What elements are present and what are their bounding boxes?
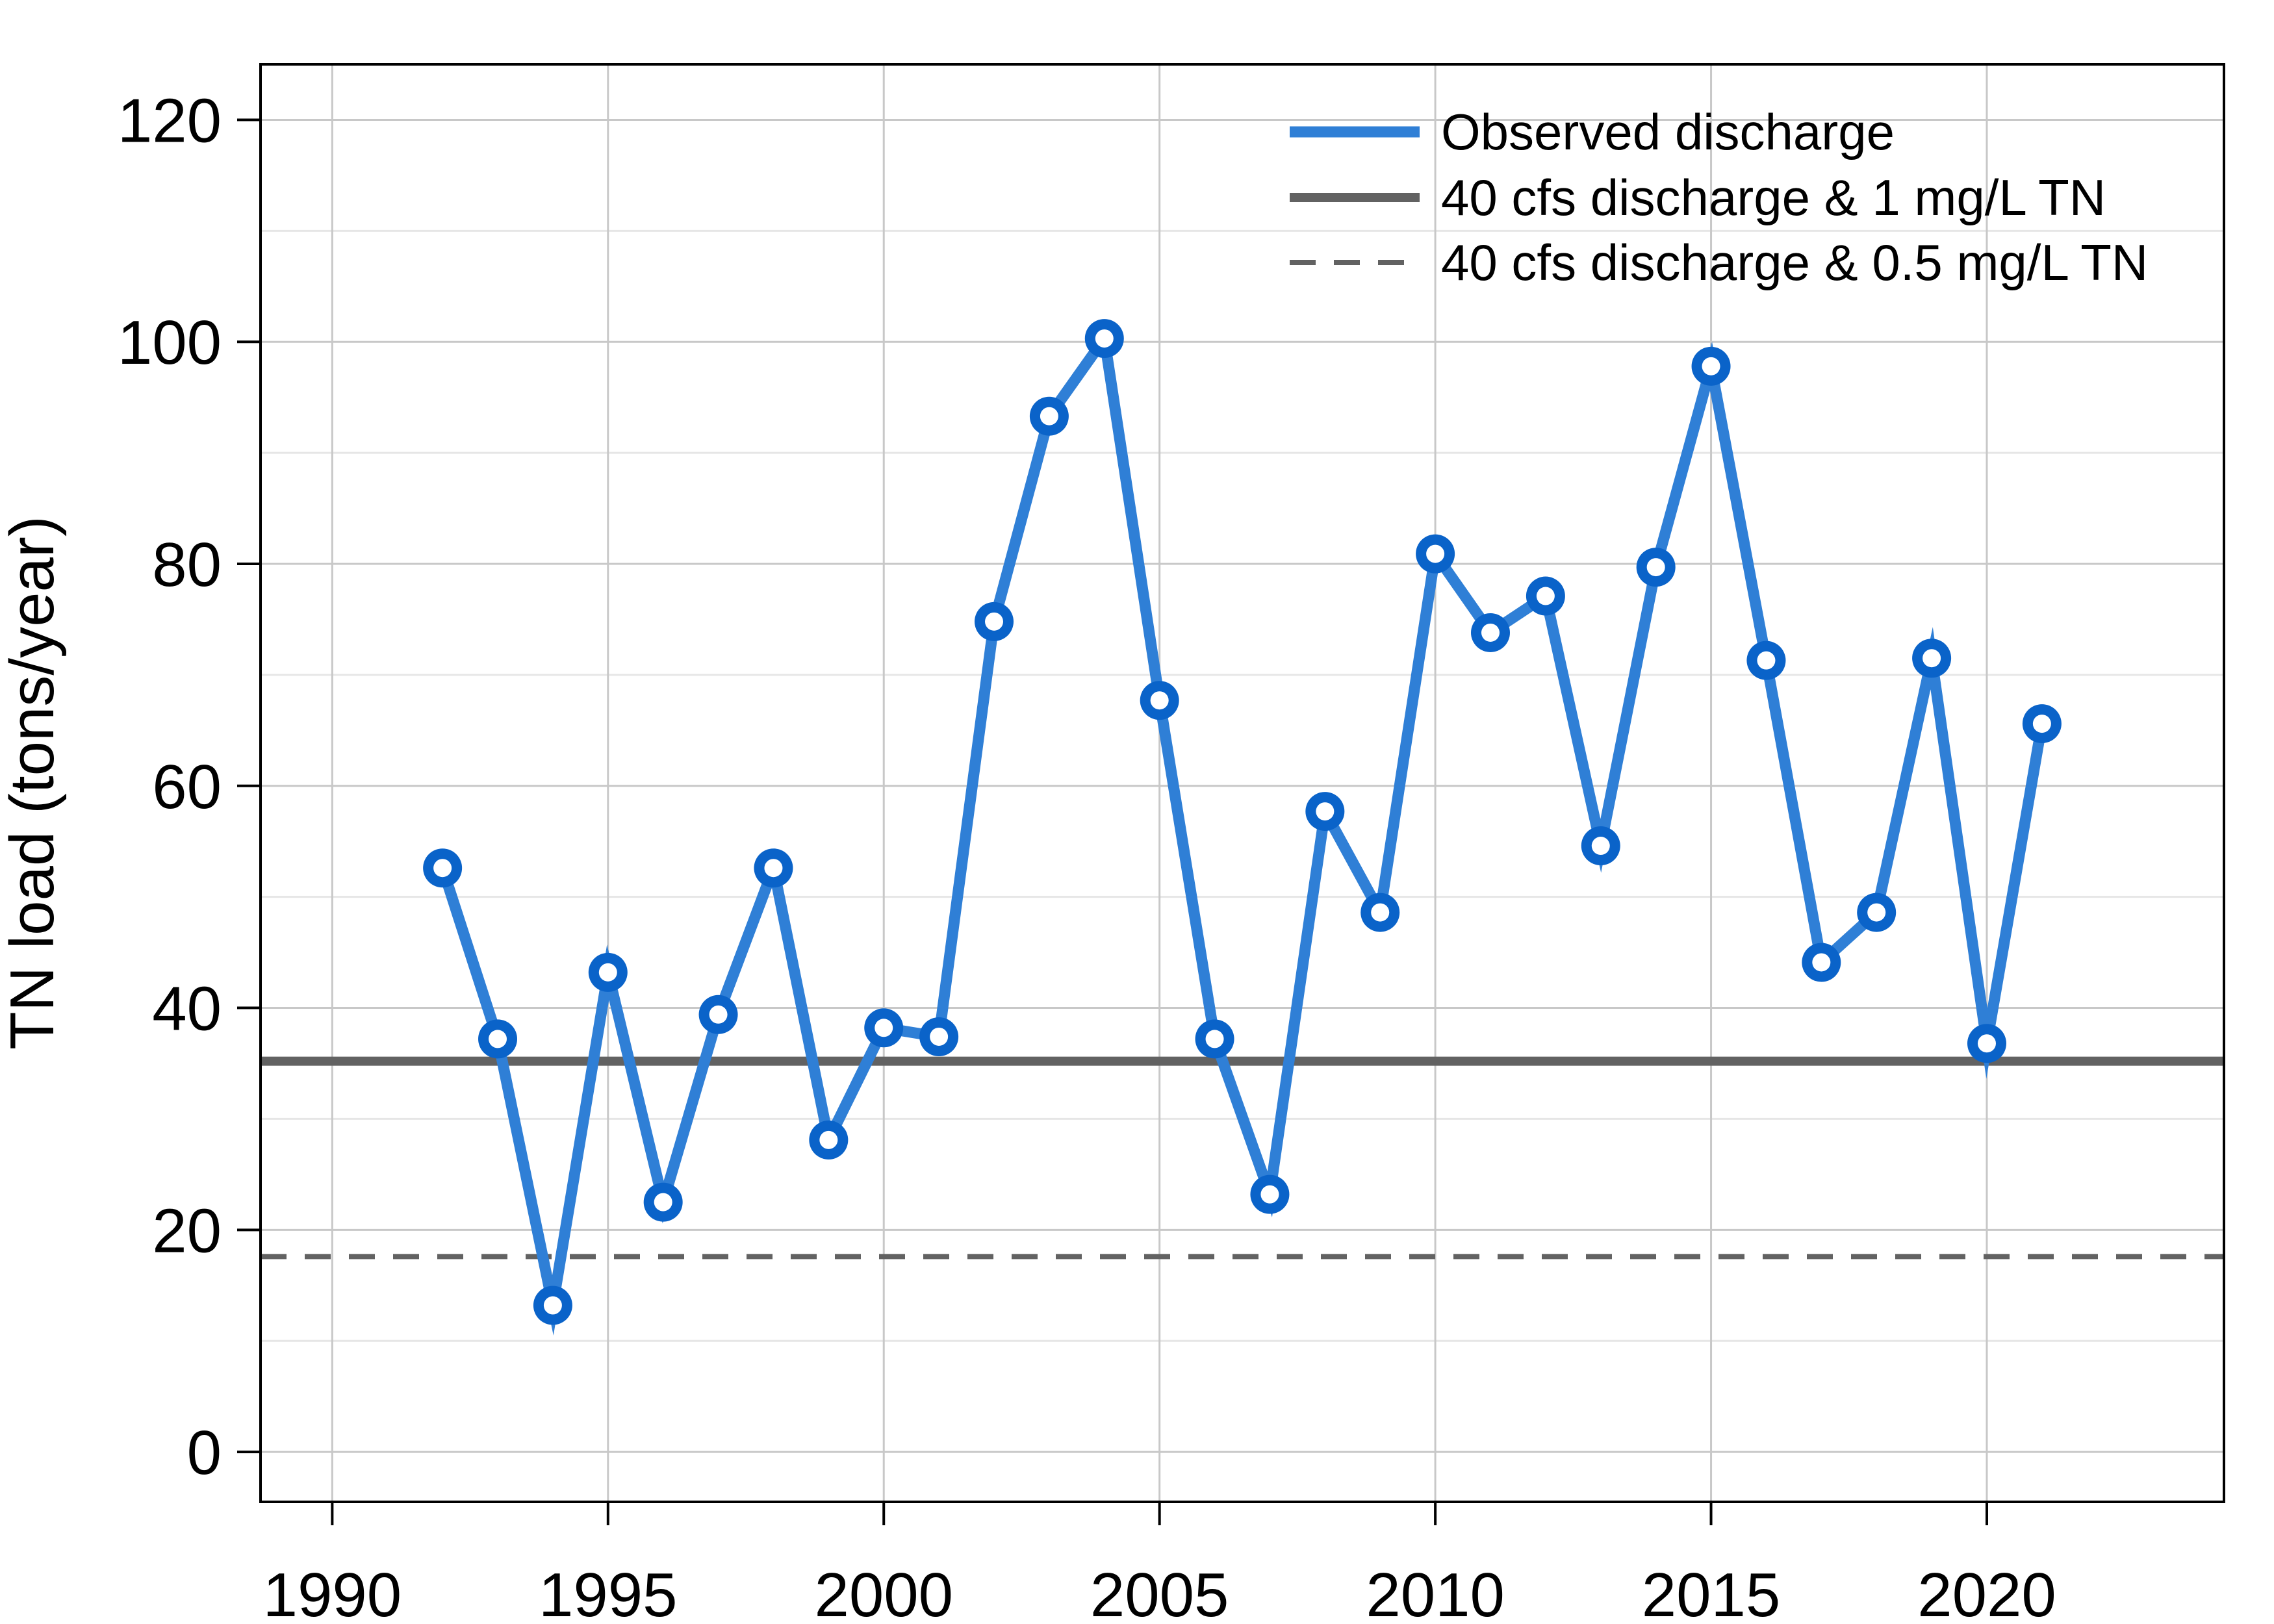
legend-1-mg-l-label: 40 cfs discharge & 1 mg/L TN	[1441, 169, 2106, 226]
data-point-center-1993	[489, 1030, 507, 1048]
y-tick-label: 0	[187, 1418, 222, 1488]
data-point-center-1998	[764, 859, 783, 878]
legend-0-5-mg-l-label: 40 cfs discharge & 0.5 mg/L TN	[1441, 234, 2148, 291]
y-tick-label: 20	[152, 1196, 222, 1265]
x-tick-label: 1990	[263, 1560, 402, 1624]
data-point-center-2015	[1702, 357, 1720, 375]
y-tick-label: 40	[152, 974, 222, 1044]
major-grid	[261, 64, 2224, 1502]
data-point-center-1994	[543, 1296, 562, 1315]
y-tick-label: 100	[118, 308, 222, 377]
data-point-center-2002	[985, 612, 1004, 631]
y-axis: 0 20 40 60 80 100 120	[118, 86, 261, 1488]
data-point-center-2008	[1316, 802, 1335, 821]
y-tick-label: 80	[152, 530, 222, 600]
data-point-center-2010	[1426, 544, 1445, 563]
legend-observed-discharge-label: Observed discharge	[1441, 103, 1895, 160]
data-point-center-1999	[819, 1130, 838, 1149]
x-tick-label: 2020	[1917, 1560, 2056, 1624]
data-point-center-2012	[1536, 587, 1555, 605]
data-point-center-2000	[875, 1019, 893, 1037]
y-axis-title: TN load (tons/year)	[0, 516, 67, 1050]
plot-frame	[259, 63, 2225, 1503]
data-point-center-2009	[1371, 903, 1390, 922]
observed-series	[437, 324, 2048, 1336]
data-point-center-1992	[433, 859, 452, 878]
observed-points	[423, 319, 2062, 1325]
data-point-center-2004	[1095, 329, 1114, 348]
data-point-center-2013	[1591, 837, 1610, 856]
data-point-center-2006	[1205, 1030, 1224, 1048]
data-point-center-2014	[1646, 558, 1665, 577]
data-point-center-2019	[1923, 649, 1941, 668]
data-point-center-2016	[1757, 651, 1776, 670]
x-tick-label: 2005	[1090, 1560, 1229, 1624]
data-point-center-2021	[2032, 715, 2051, 733]
data-point-center-2020	[1977, 1034, 1996, 1053]
data-point-center-2003	[1040, 407, 1058, 425]
data-point-center-2017	[1812, 953, 1831, 972]
x-tick-label: 2010	[1366, 1560, 1505, 1624]
y-tick-label: 120	[118, 86, 222, 155]
x-tick-label: 2000	[814, 1560, 953, 1624]
x-tick-label: 2015	[1642, 1560, 1781, 1624]
data-point-center-1995	[598, 963, 617, 982]
data-point-center-1996	[654, 1193, 672, 1212]
legend: Observed discharge 40 cfs discharge & 1 m…	[1290, 103, 2148, 291]
observed-discharge-line	[437, 324, 2048, 1336]
data-point-center-2001	[930, 1027, 949, 1046]
data-point-center-2011	[1481, 623, 1500, 642]
x-axis: 1990 1995 2000 2005 2010 2015 2020	[263, 1502, 2056, 1624]
data-point-center-2007	[1260, 1185, 1279, 1204]
data-point-center-1997	[709, 1005, 728, 1024]
x-tick-label: 1995	[539, 1560, 678, 1624]
y-tick-label: 60	[152, 752, 222, 822]
data-point-center-2018	[1867, 903, 1886, 922]
data-point-center-2005	[1150, 691, 1169, 710]
